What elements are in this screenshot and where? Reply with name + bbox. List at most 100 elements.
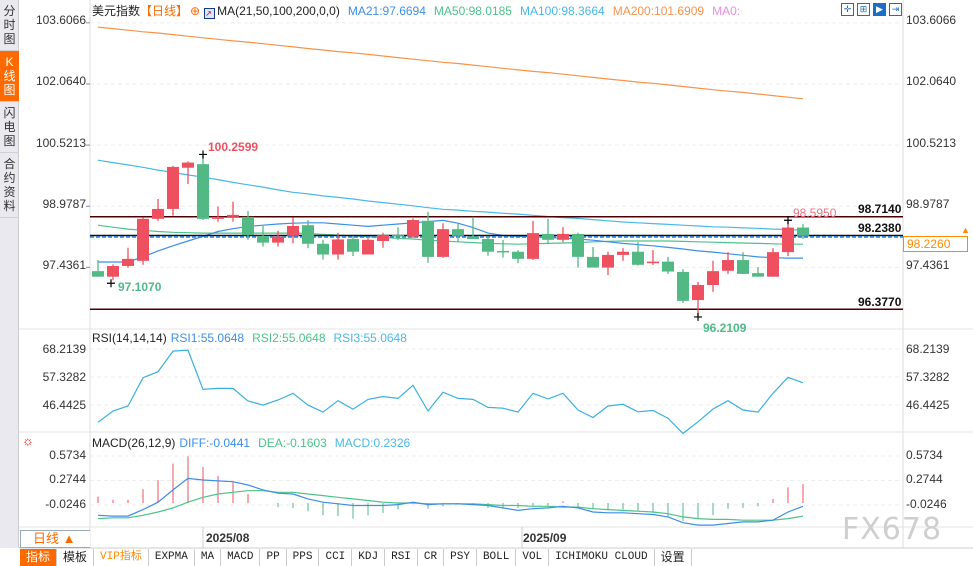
symbol-name: 美元指数 bbox=[92, 4, 141, 18]
ma-chart-icon[interactable]: ↗ bbox=[204, 8, 216, 19]
right-axis-label: 103.6066 bbox=[906, 13, 957, 27]
candle-body bbox=[632, 251, 644, 265]
scroll-up-icon[interactable]: ▲ bbox=[961, 225, 970, 235]
macd-axis-label: 0.2744 bbox=[906, 472, 943, 486]
candle-body bbox=[167, 166, 179, 209]
candle-body bbox=[797, 227, 809, 236]
toolbar-ichimoku-cloud[interactable]: ICHIMOKU CLOUD bbox=[549, 549, 655, 566]
candle-body bbox=[707, 271, 719, 286]
macd-axis-label: 0.2744 bbox=[49, 472, 86, 486]
candle-body bbox=[512, 251, 524, 259]
x-axis-label: 2025/09 bbox=[523, 531, 567, 545]
candle-body bbox=[137, 218, 149, 261]
toolbar-kdj[interactable]: KDJ bbox=[352, 549, 386, 566]
sidebar-tab-contract-info[interactable]: 合约资料 bbox=[0, 153, 19, 218]
macd-value: MACD:0.2326 bbox=[334, 436, 411, 450]
diff-value: DIFF:-0.0441 bbox=[179, 436, 251, 450]
toolbar-templates[interactable]: 模板 bbox=[57, 549, 95, 566]
sidebar-tab-intraday[interactable]: 分时图 bbox=[0, 0, 19, 51]
ma21-value: MA21:97.6694 bbox=[347, 4, 426, 18]
jump-end-icon[interactable]: ⇥ bbox=[889, 3, 902, 16]
toolbar-indicators[interactable]: 指标 bbox=[20, 549, 58, 566]
toolbar-pps[interactable]: PPS bbox=[286, 549, 320, 566]
right-axis-label: 100.5213 bbox=[906, 136, 957, 150]
candle-body bbox=[317, 243, 329, 255]
toolbar-expma[interactable]: EXPMA bbox=[148, 549, 195, 566]
toolbar-ma[interactable]: MA bbox=[194, 549, 222, 566]
candle-body bbox=[227, 214, 239, 217]
fx678-watermark: FX678 bbox=[842, 512, 943, 547]
ma100-value: MA100:98.3664 bbox=[519, 4, 605, 18]
candle-body bbox=[302, 225, 314, 244]
diff-line bbox=[97, 477, 804, 526]
candle-body bbox=[242, 216, 254, 236]
toolbar-vip-indicators[interactable]: VIP指标 bbox=[94, 549, 149, 566]
add-indicator-icon[interactable]: ⊕ bbox=[190, 4, 201, 18]
sidebar-tab-flash[interactable]: 闪电图 bbox=[0, 102, 19, 153]
candle-body bbox=[662, 261, 674, 272]
toolbar-rsi[interactable]: RSI bbox=[385, 549, 418, 566]
level-label: 98.2380 bbox=[858, 221, 902, 235]
candle-body bbox=[677, 271, 689, 301]
candle-body bbox=[437, 229, 449, 257]
rsi-legend: RSI(14,14,14) RSI1:55.0648 RSI2:55.0648 RSI… bbox=[92, 331, 415, 345]
macd-axis-label: 0.5734 bbox=[49, 448, 86, 462]
candle-body bbox=[557, 233, 569, 240]
candle-body bbox=[272, 236, 284, 243]
candle-body bbox=[407, 220, 419, 237]
candle-body bbox=[587, 256, 599, 268]
rsi3-value: RSI3:55.0648 bbox=[333, 331, 407, 345]
candle-body bbox=[722, 260, 734, 271]
macd-settings-icon[interactable]: ☼ bbox=[22, 433, 34, 448]
candle-body bbox=[92, 271, 104, 277]
candle-body bbox=[602, 254, 614, 268]
left-axis-label: 98.9787 bbox=[42, 197, 86, 211]
toolbar-boll[interactable]: BOLL bbox=[476, 549, 517, 566]
toolbar-settings[interactable]: 设置 bbox=[654, 549, 692, 566]
play-icon[interactable]: ▶ bbox=[873, 3, 886, 16]
toolbar-macd[interactable]: MACD bbox=[221, 549, 261, 566]
toolbar-cci[interactable]: CCI bbox=[319, 549, 353, 566]
ma200-value: MA200:101.6909 bbox=[612, 4, 705, 18]
candle-body bbox=[107, 265, 119, 277]
candle-body bbox=[332, 239, 344, 255]
rsi-axis-label: 68.2139 bbox=[42, 342, 86, 356]
candle-body bbox=[542, 233, 554, 240]
extreme-marker-icon bbox=[784, 216, 792, 225]
candle-body bbox=[452, 229, 464, 236]
extreme-marker-icon bbox=[694, 312, 702, 321]
sidebar-tab-kline[interactable]: K线图 bbox=[0, 51, 19, 102]
toolbar-vol[interactable]: VOL bbox=[516, 549, 550, 566]
right-axis-label: 97.4361 bbox=[906, 258, 950, 272]
macd-axis-label: 0.5734 bbox=[906, 448, 943, 462]
main-legend: 美元指数【日线】 ⊕ ↗ MA(21,50,100,200,0,0) MA21:97.6… bbox=[92, 2, 748, 19]
candle-body bbox=[182, 162, 194, 168]
candle-body bbox=[497, 250, 509, 253]
rsi-params: RSI(14,14,14) bbox=[92, 331, 167, 345]
rsi-axis-label: 68.2139 bbox=[906, 342, 950, 356]
candle-body bbox=[737, 260, 749, 274]
ma21-line bbox=[98, 219, 803, 263]
ma200-line bbox=[97, 26, 804, 100]
candle-body bbox=[647, 261, 659, 264]
candle-body bbox=[212, 216, 224, 219]
toolbar-cr[interactable]: CR bbox=[417, 549, 445, 566]
crosshair-icon[interactable]: ✛ bbox=[841, 3, 854, 16]
left-axis-label: 102.0640 bbox=[35, 74, 86, 88]
recent-low-annotation: 96.2109 bbox=[703, 321, 747, 335]
ma50-value: MA50:98.0185 bbox=[433, 4, 512, 18]
candle-body bbox=[197, 164, 209, 219]
chart-type-sidebar: 分时图 K线图 闪电图 合约资料 bbox=[0, 0, 19, 548]
toolbar-psy[interactable]: PSY bbox=[444, 549, 477, 566]
rsi1-value: RSI1:55.0648 bbox=[170, 331, 245, 345]
candle-body bbox=[482, 239, 494, 252]
rsi-axis-label: 57.3282 bbox=[42, 370, 86, 384]
rsi2-value: RSI2:55.0648 bbox=[252, 331, 326, 345]
candle-body bbox=[257, 235, 269, 243]
rsi-axis-label: 46.4425 bbox=[906, 398, 950, 412]
candle-body bbox=[377, 235, 389, 242]
period-selector[interactable]: 日线 ▲ bbox=[20, 530, 90, 548]
zoom-range-icon[interactable]: ⊞ bbox=[857, 3, 870, 16]
toolbar-pp[interactable]: PP bbox=[260, 549, 287, 566]
